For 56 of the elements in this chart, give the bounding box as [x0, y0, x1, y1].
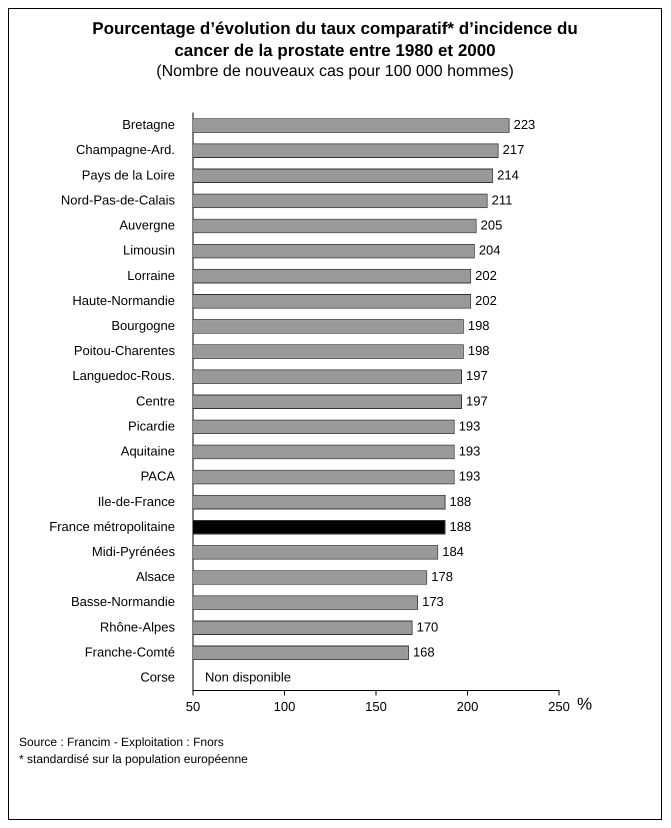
- y-tick-label: Centre: [136, 393, 175, 408]
- data-label: 168: [412, 644, 435, 660]
- data-label: 217: [502, 142, 524, 158]
- annotation: Non disponible: [205, 670, 292, 685]
- data-label: 211: [492, 192, 512, 208]
- y-tick-label: Picardie: [128, 418, 175, 434]
- y-tick-label: Midi-Pyrénées: [92, 544, 176, 559]
- data-label: 193: [458, 468, 480, 484]
- data-label: 178: [431, 569, 453, 584]
- x-tick-label: 100: [274, 698, 296, 714]
- data-label: 197: [466, 393, 488, 408]
- y-tick-label: Bretagne: [122, 117, 175, 132]
- data-label: 188: [450, 494, 472, 509]
- chart-subtitle: (Nombre de nouveaux cas pour 100 000 hommes): [155, 63, 515, 81]
- data-label: 223: [514, 117, 536, 132]
- x-tick-label: 250: [548, 698, 570, 714]
- data-label: 197: [466, 368, 488, 384]
- data-label: 193: [458, 444, 480, 459]
- y-tick-label: Rhône-Alpes: [100, 619, 176, 634]
- y-tick-label: Bourgogne: [111, 318, 175, 333]
- y-tick-label: Pays de la Loire: [82, 167, 175, 182]
- data-label: 193: [458, 418, 480, 434]
- y-tick-label: Champagne-Ard.: [76, 142, 175, 158]
- source-note: Source : Francim - Exploitation : Fnors: [19, 735, 224, 749]
- y-tick-label: Nord-Pas-de-Calais: [60, 192, 176, 208]
- y-tick-label: Languedoc-Rous.: [72, 368, 175, 384]
- y-tick-label: Alsace: [136, 569, 175, 584]
- x-tick-label: 150: [365, 698, 387, 714]
- data-label: 214: [497, 167, 519, 182]
- data-label: 188: [450, 518, 472, 534]
- y-tick-label: Haute-Normandie: [72, 292, 175, 308]
- data-label: 198: [468, 343, 490, 358]
- x-axis-title: %: [577, 694, 592, 714]
- y-tick-label: Poitou-Charentes: [74, 343, 176, 358]
- data-label: 204: [478, 242, 501, 258]
- y-tick-label: Ile-de-France: [98, 494, 175, 509]
- y-tick-label: Corse: [140, 670, 175, 685]
- text: * standardisé sur la population européenne: [19, 752, 248, 766]
- y-tick-label: Basse-Normandie: [70, 594, 175, 610]
- x-tick-label: 200: [456, 698, 478, 714]
- y-tick-label: Auvergne: [119, 218, 175, 233]
- y-tick-label: France métropolitaine: [49, 518, 175, 534]
- y-tick-label: Lorraine: [127, 268, 175, 283]
- y-tick-label: Aquitaine: [120, 444, 175, 459]
- data-label: 198: [468, 318, 490, 333]
- y-tick-label: Franche-Comté: [84, 644, 175, 660]
- data-label: 184: [442, 544, 464, 559]
- x-tick-label: 50: [186, 698, 200, 714]
- y-tick-label: PACA: [140, 468, 176, 484]
- chart-title: Pourcentage d’évolution du taux comparatif* d’incidence du cancer de la prostate entre 1980 et 2000: [91, 18, 579, 62]
- data-label: 170: [416, 619, 438, 634]
- data-label: 205: [480, 218, 502, 233]
- data-label: 202: [475, 268, 497, 283]
- data-label: 202: [475, 292, 497, 308]
- y-tick-label: Limousin: [122, 242, 175, 258]
- data-label: 173: [422, 594, 444, 610]
